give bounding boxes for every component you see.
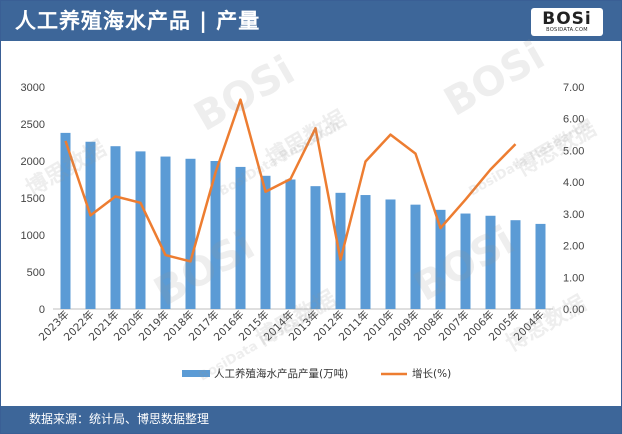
bar xyxy=(535,223,546,309)
bar xyxy=(285,179,296,309)
bar xyxy=(135,151,146,309)
y-left-tick-label: 1000 xyxy=(21,230,45,242)
y-right-tick-label: 6.00 xyxy=(563,114,584,126)
bar xyxy=(435,209,446,309)
bar xyxy=(110,146,121,309)
bar xyxy=(485,215,496,309)
y-right-tick-label: 1.00 xyxy=(563,272,584,284)
growth-line xyxy=(64,98,517,263)
legend-bar-label: 人工养殖海水产品产量(万吨) xyxy=(214,367,348,380)
footer-bar: 数据来源：统计局、博思数据整理 xyxy=(1,406,621,433)
chart-title: 人工养殖海水产品 | 产量 xyxy=(15,9,261,33)
y-right-tick-label: 3.00 xyxy=(563,209,584,221)
bar xyxy=(310,186,321,309)
bar xyxy=(510,220,521,309)
y-left-tick-label: 3000 xyxy=(21,82,45,94)
y-left-tick-label: 2000 xyxy=(21,156,45,168)
y-right-tick-label: 4.00 xyxy=(563,177,584,189)
y-right-tick-label: 5.00 xyxy=(563,145,584,157)
bar xyxy=(460,213,471,309)
y-left-tick-label: 1500 xyxy=(21,193,45,205)
y-right-tick-label: 7.00 xyxy=(563,82,584,94)
y-left-tick-label: 2500 xyxy=(21,119,45,131)
bosi-logo: BOSi BOSIDATA.COM xyxy=(531,8,603,36)
bar xyxy=(260,175,271,309)
combo-chart: 0 500 1000 1500 2000 2500 3000 0.00 1.00 2.00 3.00… xyxy=(21,82,585,380)
bar xyxy=(360,195,371,309)
header-bar: 人工养殖海水产品 | 产量 BOSi BOSIDATA.COM xyxy=(1,1,621,41)
data-source: 数据来源：统计局、博思数据整理 xyxy=(29,412,210,426)
y-left-tick-label: 500 xyxy=(27,267,45,279)
bar xyxy=(85,141,96,309)
bar xyxy=(185,158,196,309)
y-right-tick-label: 0.00 xyxy=(563,304,584,316)
logo-subtext: BOSIDATA.COM xyxy=(546,27,588,33)
y-right-tick-label: 2.00 xyxy=(563,241,584,253)
bar xyxy=(60,132,71,309)
bar xyxy=(385,199,396,309)
y-left-tick-label: 0 xyxy=(39,304,45,316)
bar xyxy=(335,192,346,309)
bar xyxy=(210,161,221,309)
bar xyxy=(235,166,246,309)
bar xyxy=(410,204,421,309)
logo-text: BOSi xyxy=(542,9,592,29)
legend-bar-swatch xyxy=(182,370,210,377)
legend-line-label: 增长(%) xyxy=(412,367,451,380)
bar xyxy=(160,156,171,309)
